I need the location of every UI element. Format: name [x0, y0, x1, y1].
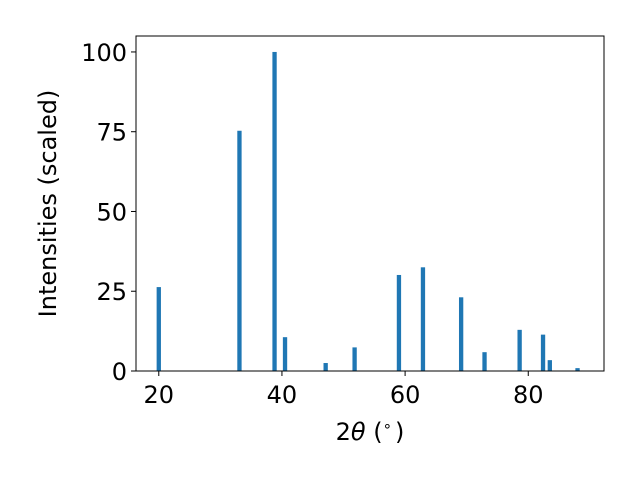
bar-5: [352, 347, 357, 371]
x-tick-label-3: 80: [513, 381, 544, 409]
bar-2: [272, 51, 277, 371]
bar-11: [540, 334, 546, 371]
y-tick-label-4: 100: [81, 39, 127, 67]
y-tick-label-1: 25: [96, 278, 127, 306]
bar-1: [237, 130, 242, 371]
y-axis-label: Intensities (scaled): [34, 90, 62, 318]
bar-6: [396, 274, 402, 371]
bar-7: [420, 267, 426, 371]
y-tick-label-2: 50: [96, 198, 127, 226]
plot-frame: [135, 35, 605, 372]
y-axis-ticks: 0 25 50 75 100: [81, 39, 136, 386]
y-tick-label-0: 0: [112, 358, 127, 386]
bar-12: [547, 360, 552, 371]
bar-series: [156, 51, 580, 371]
bar-0: [156, 287, 161, 371]
x-axis-label: 2θ (∘): [336, 417, 405, 446]
bar-10: [517, 329, 522, 371]
bar-8: [458, 297, 464, 371]
y-tick-label-3: 75: [96, 119, 127, 147]
bar-3: [282, 337, 288, 371]
x-axis-ticks: 20 40 60 80: [144, 371, 544, 409]
x-tick-label-2: 60: [390, 381, 421, 409]
bar-4: [323, 363, 328, 371]
bar-13: [575, 368, 580, 371]
x-tick-label-1: 40: [267, 381, 298, 409]
bar-9: [482, 352, 487, 371]
x-tick-label-0: 20: [144, 381, 175, 409]
